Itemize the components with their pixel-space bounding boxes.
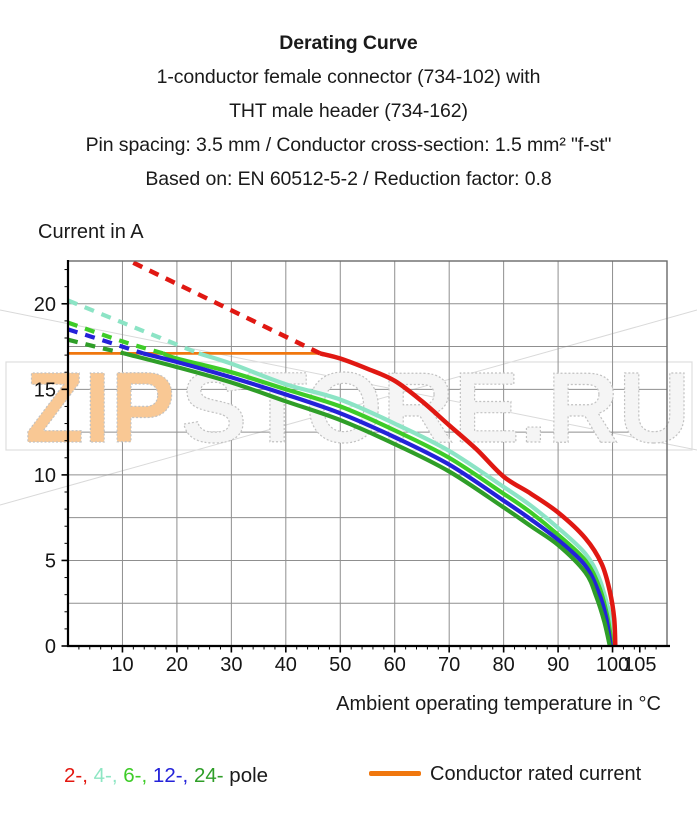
x-tick-label: 90: [547, 654, 569, 676]
y-axis-title: Current in A: [38, 221, 144, 243]
series-curve-24-pole: [123, 351, 612, 647]
series-curve-2-pole: [319, 351, 618, 647]
page-title: Derating Curve: [279, 32, 418, 54]
watermark-text-store: STORE.RU: [181, 352, 690, 464]
series-dashed-4-pole: [67, 298, 200, 356]
x-tick-label: 20: [166, 654, 188, 676]
subtitle-line-4: Based on: EN 60512-5-2 / Reduction facto…: [145, 168, 552, 190]
subtitle-line-2: THT male header (734-162): [229, 100, 468, 122]
y-tick-label: 10: [34, 465, 56, 487]
x-tick-label: 100: [596, 654, 629, 676]
legend-pole-24-label: 24-: [193, 764, 224, 787]
series-curve-4-pole: [198, 351, 616, 647]
legend-pole-4-label: 4-,: [93, 764, 118, 787]
legend-pole-2-label: 2-,: [64, 764, 88, 787]
y-tick-label: 0: [45, 636, 56, 658]
x-tick-label: 30: [220, 654, 242, 676]
series-dashed-24-pole: [67, 337, 125, 356]
x-tick-label: 80: [493, 654, 515, 676]
watermark-diagonal-line: [0, 309, 697, 451]
series-dashed-12-pole: [67, 327, 144, 356]
legend-pole-12-label: 12-,: [152, 764, 189, 787]
x-tick-label: 105: [623, 654, 656, 676]
title-block: Derating Curve 1-conductor female connec…: [0, 26, 697, 196]
subtitle-line-3: Pin spacing: 3.5 mm / Conductor cross-se…: [85, 134, 612, 156]
x-tick-label: 70: [438, 654, 460, 676]
series-curve-6-pole: [162, 351, 615, 647]
x-tick-label: 60: [384, 654, 406, 676]
subtitle-line-1: 1-conductor female connector (734-102) w…: [156, 66, 541, 88]
rated-current-legend-swatch: [369, 771, 421, 776]
series-dashed-6-pole: [67, 320, 164, 356]
series-curve-12-pole: [142, 351, 613, 647]
y-tick-label: 20: [34, 294, 56, 316]
x-axis-title: Ambient operating temperature in °C: [336, 693, 661, 715]
legend-poles: 2-, 4-, 6-, 12-, 24- pole: [64, 764, 268, 788]
legend-pole-6-label: 6-,: [123, 764, 148, 787]
rated-current-legend-label: Conductor rated current: [430, 763, 642, 785]
y-tick-label: 5: [45, 550, 56, 572]
x-tick-label: 40: [275, 654, 297, 676]
x-tick-label: 50: [329, 654, 351, 676]
x-tick-label: 10: [111, 654, 133, 676]
series-dashed-2-pole: [132, 260, 322, 356]
watermark-text-zip: ZIP: [25, 352, 175, 464]
legend-pole-suffix: pole: [229, 764, 269, 787]
y-tick-label: 15: [34, 379, 56, 401]
